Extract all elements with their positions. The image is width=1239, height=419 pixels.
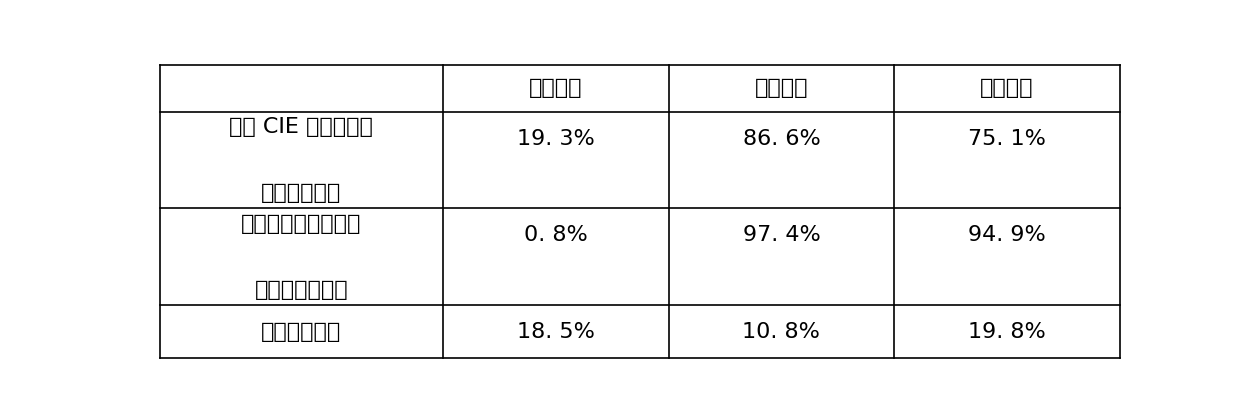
- Text: 18. 5%: 18. 5%: [517, 322, 595, 342]
- Text: 19. 8%: 19. 8%: [968, 322, 1046, 342]
- Text: 精度提高幅度: 精度提高幅度: [261, 322, 342, 342]
- Text: 采用实测天空数据的

本发明仿真方法: 采用实测天空数据的 本发明仿真方法: [242, 214, 362, 300]
- Text: 拟合系数: 拟合系数: [755, 78, 808, 98]
- Text: 94. 9%: 94. 9%: [968, 225, 1046, 246]
- Text: 97. 4%: 97. 4%: [742, 225, 820, 246]
- Text: 平均误差: 平均误差: [529, 78, 582, 98]
- Text: 采用 CIE 天空数据的

现有仿真方法: 采用 CIE 天空数据的 现有仿真方法: [229, 117, 373, 203]
- Text: 75. 1%: 75. 1%: [968, 129, 1046, 149]
- Text: 0. 8%: 0. 8%: [524, 225, 587, 246]
- Text: 86. 6%: 86. 6%: [742, 129, 820, 149]
- Text: 10. 8%: 10. 8%: [742, 322, 820, 342]
- Text: 决定系数: 决定系数: [980, 78, 1033, 98]
- Text: 19. 3%: 19. 3%: [517, 129, 595, 149]
